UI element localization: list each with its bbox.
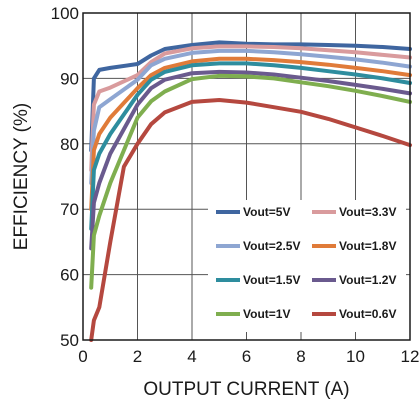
y-tick-label: 80 <box>60 135 79 154</box>
series-line-vout-1-5v <box>89 61 412 231</box>
y-tick-label: 100 <box>51 4 79 23</box>
legend-background <box>208 200 406 332</box>
series-lines <box>89 40 412 342</box>
series-line-vout-1v <box>89 73 412 290</box>
x-tick-label: 4 <box>187 347 196 366</box>
legend-label: Vout=3.3V <box>339 205 396 219</box>
legend: Vout=5V Vout=3.3V Vout=2.5V Vout=1.8V Vout=1… <box>208 200 406 332</box>
series-line-vout-2-5v <box>89 48 412 185</box>
series-line-vout-0-6v <box>89 98 412 342</box>
x-tick-label: 0 <box>78 347 87 366</box>
y-axis-title: EFFICIENCY (%) <box>11 103 32 250</box>
legend-label: Vout=1.5V <box>243 273 300 287</box>
y-tick-labels: 50 60 70 80 90 100 <box>51 4 79 350</box>
series-line-vout-1-8v <box>89 56 412 212</box>
x-axis-title: OUTPUT CURRENT (A) <box>143 379 349 400</box>
x-tick-label: 8 <box>296 347 305 366</box>
x-tick-labels: 0 2 4 6 8 10 12 <box>78 347 419 366</box>
plot-frame <box>82 12 411 341</box>
x-tick-label: 10 <box>346 347 365 366</box>
series-line-vout-3-3v <box>89 44 412 172</box>
x-tick-label: 12 <box>401 347 420 366</box>
y-tick-label: 50 <box>60 331 79 350</box>
y-tick-label: 90 <box>60 69 79 88</box>
legend-label: Vout=5V <box>243 205 290 219</box>
y-tick-label: 60 <box>60 266 79 285</box>
y-tick-label: 70 <box>60 200 79 219</box>
legend-label: Vout=1.8V <box>339 239 396 253</box>
legend-label: Vout=1.2V <box>339 273 396 287</box>
x-tick-label: 2 <box>133 347 142 366</box>
series-line-vout-5v <box>89 40 412 153</box>
series-line-vout-1-2v <box>89 69 412 251</box>
x-tick-label: 6 <box>242 347 251 366</box>
legend-label: Vout=2.5V <box>243 239 300 253</box>
legend-label: Vout=1V <box>243 307 290 321</box>
legend-label: Vout=0.6V <box>339 307 396 321</box>
